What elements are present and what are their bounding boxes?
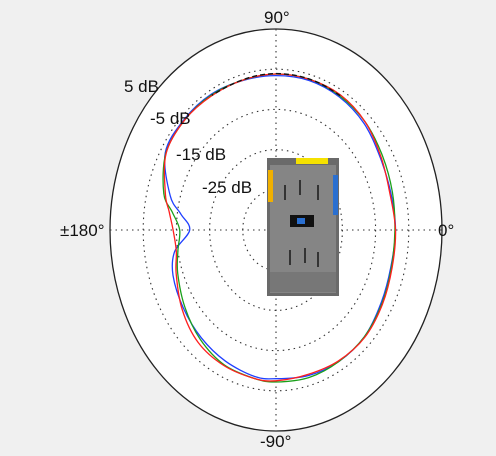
ring-label: -5 dB <box>150 109 191 128</box>
angle-label: ±180° <box>60 221 105 240</box>
series-line-3 <box>163 73 397 382</box>
series-line-4 <box>211 72 341 97</box>
series-layer <box>162 72 397 383</box>
angle-label: 0° <box>438 221 454 240</box>
ring-label: -15 dB <box>176 145 226 164</box>
labels: 90° 0° -90° ±180° 5 dB -5 dB -15 dB -25 dB <box>60 8 454 451</box>
angle-label: 90° <box>264 8 290 27</box>
device-photo-icon <box>267 158 339 296</box>
ring-label: -25 dB <box>202 178 252 197</box>
ring-label: 5 dB <box>124 77 159 96</box>
angle-label: -90° <box>260 432 291 451</box>
